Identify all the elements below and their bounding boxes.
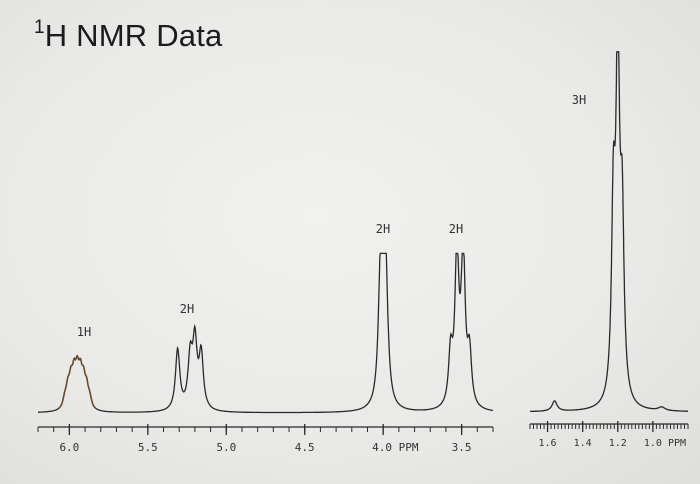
tick-label: 1.2 xyxy=(609,438,627,449)
tick-label: 6.0 xyxy=(59,441,79,454)
spectrum-trace-2 xyxy=(530,51,688,413)
tick-label: 3.5 xyxy=(452,441,472,454)
tick-label: 4.0 PPM xyxy=(372,441,419,454)
tick-label: 1.6 xyxy=(539,438,557,449)
integration-label: 2H xyxy=(376,222,390,236)
integration-label: 2H xyxy=(180,302,194,316)
tick-label: 4.5 xyxy=(295,441,315,454)
title-text: H NMR Data xyxy=(44,18,223,53)
spectrum-trace-1 xyxy=(38,252,494,414)
tick-label: 5.0 xyxy=(216,441,236,454)
integration-label: 3H xyxy=(572,93,586,107)
integration-label: 2H xyxy=(449,222,463,236)
integration-label: 1H xyxy=(77,325,91,339)
multiplet-1h-trace xyxy=(58,354,97,409)
tick-label: 1.4 xyxy=(574,438,592,449)
tick-label: 5.5 xyxy=(138,441,158,454)
slide-title: 1H NMR Data xyxy=(34,16,223,54)
tick-label: 1.0 PPM xyxy=(644,438,686,449)
title-superscript: 1 xyxy=(34,16,45,38)
